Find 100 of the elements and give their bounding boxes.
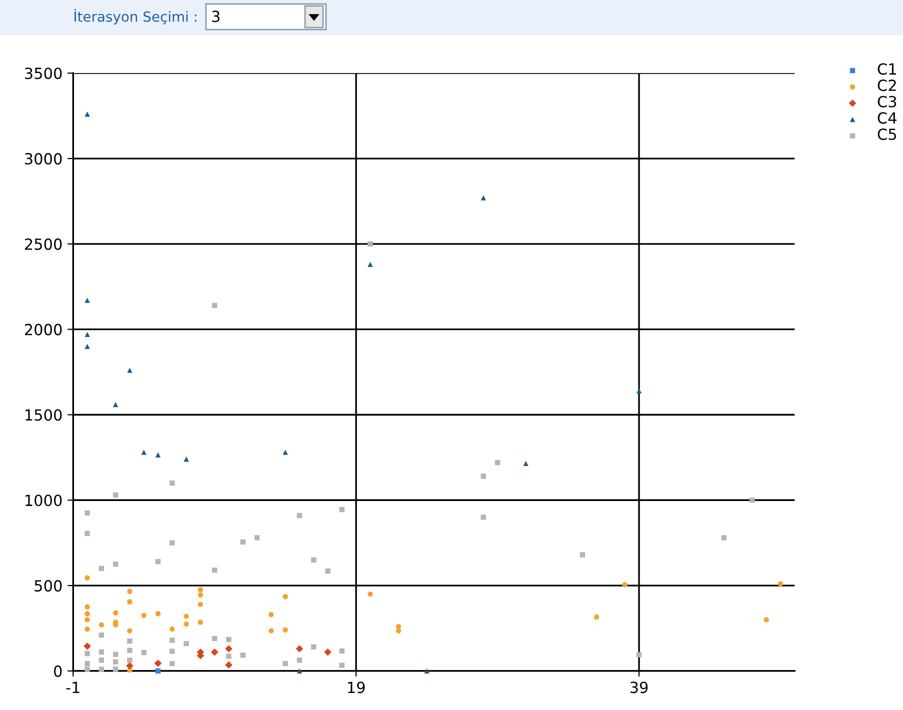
- point: [141, 450, 146, 455]
- point: [127, 368, 132, 373]
- point: [240, 539, 246, 545]
- point: [112, 666, 118, 672]
- point: [170, 626, 175, 632]
- point: [84, 530, 90, 536]
- y-tick-label: 3500: [25, 68, 62, 80]
- point: [396, 624, 402, 630]
- point: [396, 628, 402, 634]
- point: [268, 628, 274, 634]
- point: [750, 498, 755, 503]
- point: [198, 592, 204, 598]
- point: [112, 562, 118, 567]
- point: [198, 587, 204, 592]
- y-tick-label: 2000: [24, 324, 62, 336]
- point: [170, 638, 175, 643]
- point: [98, 632, 104, 638]
- y-tick-label: 1500: [26, 409, 62, 421]
- point: [523, 460, 528, 466]
- point: [339, 506, 345, 512]
- point: [311, 644, 316, 650]
- point: [98, 566, 104, 572]
- point: [282, 661, 288, 666]
- point: [84, 332, 90, 338]
- point: [368, 591, 373, 597]
- y-tick-label: 0: [54, 665, 62, 677]
- point: [296, 658, 302, 663]
- point: [127, 628, 132, 634]
- point: [339, 648, 345, 654]
- point: [184, 641, 189, 646]
- point: [296, 645, 304, 652]
- point: [84, 666, 90, 672]
- point: [494, 460, 500, 466]
- point: [84, 611, 90, 616]
- point: [112, 492, 118, 498]
- legend-label: C2: [878, 80, 896, 92]
- point: [112, 652, 118, 657]
- point: [155, 668, 161, 674]
- point: [424, 668, 430, 674]
- point: [84, 112, 90, 117]
- point: [184, 614, 189, 619]
- legend-label: C3: [878, 96, 896, 108]
- point: [84, 298, 90, 303]
- point: [210, 648, 218, 656]
- legend-label: C4: [878, 112, 897, 124]
- point: [254, 535, 260, 540]
- legend-label: C1: [878, 63, 896, 75]
- point: [622, 582, 628, 588]
- point: [368, 262, 373, 268]
- point: [170, 540, 175, 546]
- point: [636, 652, 642, 658]
- point: [580, 552, 586, 558]
- point: [170, 648, 175, 654]
- point: [594, 614, 600, 620]
- point: [764, 617, 769, 622]
- point: [636, 388, 642, 394]
- x-tick-label: 39: [630, 682, 648, 694]
- point: [225, 645, 232, 652]
- point: [141, 650, 146, 656]
- point: [368, 241, 373, 247]
- point: [198, 602, 204, 607]
- point: [778, 581, 784, 586]
- point: [127, 588, 132, 594]
- point: [184, 456, 189, 462]
- point: [127, 648, 132, 654]
- point: [170, 661, 175, 666]
- point: [212, 568, 218, 573]
- point: [226, 654, 232, 659]
- point: [480, 195, 486, 200]
- point: [127, 658, 132, 663]
- point: [155, 611, 161, 616]
- point: [296, 668, 302, 674]
- text: 3: [212, 10, 220, 22]
- point: [282, 594, 288, 600]
- point: [311, 557, 316, 563]
- point: [721, 535, 727, 540]
- point: [225, 661, 232, 669]
- point: [84, 642, 91, 650]
- point: [170, 480, 175, 486]
- point: [84, 344, 90, 350]
- point: [98, 658, 104, 663]
- point: [324, 648, 332, 656]
- point: [84, 626, 90, 632]
- y-tick-label: 500: [34, 580, 62, 592]
- point: [84, 617, 90, 622]
- legend-label: C5: [878, 128, 896, 140]
- point: [339, 662, 345, 668]
- point: [480, 514, 486, 520]
- point: [198, 620, 204, 625]
- point: [84, 650, 90, 656]
- point: [268, 612, 274, 618]
- x-tick-label: -1: [66, 682, 80, 693]
- point: [325, 568, 330, 574]
- point: [212, 636, 218, 642]
- point: [84, 575, 90, 580]
- point: [155, 559, 161, 564]
- y-tick-label: 1000: [26, 494, 62, 506]
- point: [296, 512, 302, 518]
- y-tick-label: 2500: [24, 238, 62, 250]
- point: [98, 649, 104, 655]
